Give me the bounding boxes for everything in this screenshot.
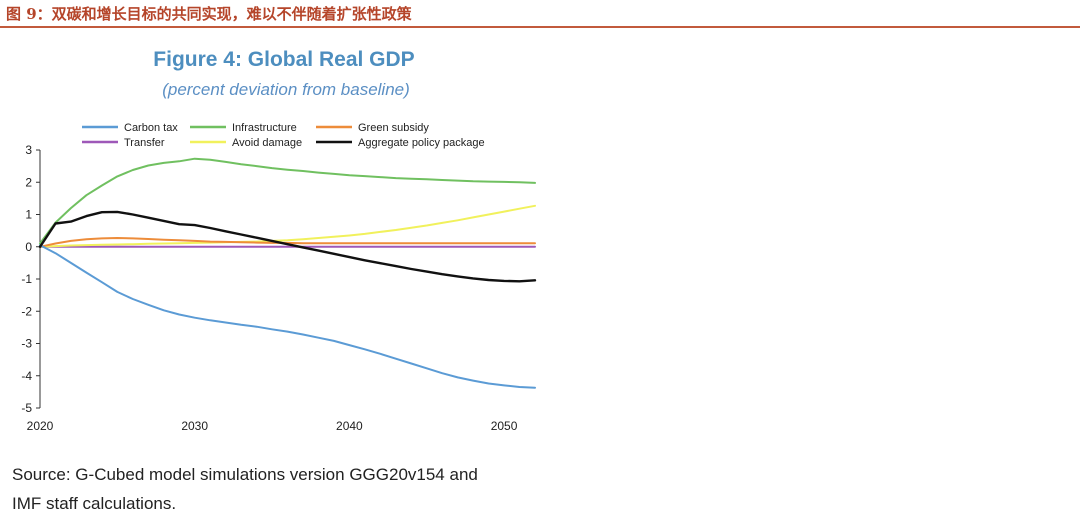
y-tick-label: 0 (25, 240, 32, 254)
caption-divider (0, 26, 1080, 28)
chart-legend: Carbon tax Infrastructure Green subsidy Tra… (82, 122, 485, 149)
legend-label: Carbon tax (124, 122, 178, 134)
series-line-avoid-damage (39, 204, 536, 248)
y-tick-label: -2 (21, 304, 32, 318)
series-line-green-subsidy (39, 237, 536, 248)
source-line-2: IMF staff calculations. (12, 494, 177, 513)
figure-caption: 图 9：双碳和增长目标的共同实现，难以不伴随着扩张性政策 (6, 5, 412, 23)
source-note: Source: G-Cubed model simulations versio… (12, 460, 478, 518)
y-tick-label: -3 (21, 337, 32, 351)
y-tick-label: -5 (21, 401, 32, 415)
legend-label: Aggregate policy package (358, 137, 485, 149)
series-line-carbon-tax (39, 244, 536, 389)
source-line-1: Source: G-Cubed model simulations versio… (12, 465, 478, 484)
legend-label: Infrastructure (232, 122, 297, 134)
x-tick-label: 2050 (491, 419, 518, 433)
series-line-aggregate-policy-package (38, 210, 537, 283)
legend-label: Green subsidy (358, 122, 429, 134)
y-tick-label: 1 (25, 208, 32, 222)
series-line-infrastructure (39, 157, 536, 245)
chart-axes: 3 2 1 0 -1 -2 -3 -4 -5 2020 2030 2040 2050 (21, 143, 517, 433)
legend-label: Avoid damage (232, 137, 302, 149)
chart-title: Figure 4: Global Real GDP (153, 48, 414, 71)
x-tick-label: 2020 (27, 419, 54, 433)
y-tick-label: 2 (25, 175, 32, 189)
y-tick-label: 3 (25, 143, 32, 157)
y-tick-label: -1 (21, 272, 32, 286)
y-tick-label: -4 (21, 369, 32, 383)
x-tick-label: 2030 (181, 419, 208, 433)
chart-subtitle: (percent deviation from baseline) (162, 80, 410, 99)
series-layer (38, 157, 537, 389)
legend-label: Transfer (124, 137, 165, 149)
x-tick-label: 2040 (336, 419, 363, 433)
